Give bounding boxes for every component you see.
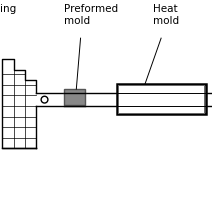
- Text: Heat
mold: Heat mold: [153, 4, 179, 26]
- Text: ing: ing: [0, 4, 16, 14]
- Text: Preformed
mold: Preformed mold: [64, 4, 118, 26]
- Bar: [117, 84, 206, 114]
- Bar: [64, 89, 85, 105]
- Bar: [118, 85, 204, 113]
